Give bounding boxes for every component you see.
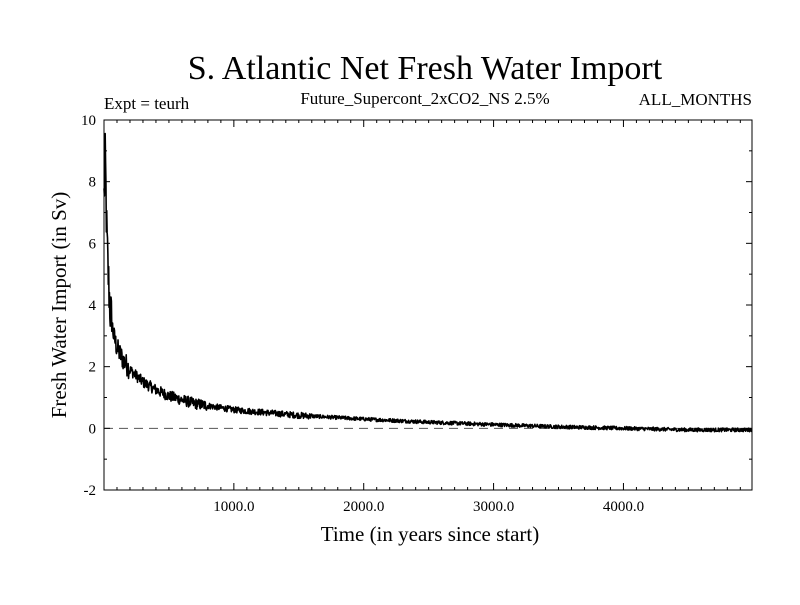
y-tick-label: 4 bbox=[89, 298, 97, 314]
expt-label: Expt = teurh bbox=[104, 94, 190, 113]
x-tick-label: 4000.0 bbox=[603, 499, 644, 515]
months-label: ALL_MONTHS bbox=[639, 90, 752, 109]
y-tick-label: 8 bbox=[89, 175, 97, 191]
plot-area: -2 0 2 4 6 8 10 1000.0 2000.0 3000.0 4000.0 bbox=[81, 113, 753, 515]
x-tick-label: 2000.0 bbox=[343, 499, 384, 515]
y-tick-label: 2 bbox=[89, 360, 97, 376]
x-axis-label: Time (in years since start) bbox=[321, 522, 540, 546]
experiment-name: Future_Supercont_2xCO2_NS 2.5% bbox=[300, 89, 549, 108]
plot-frame bbox=[103, 119, 753, 491]
y-tick-label: 0 bbox=[89, 421, 97, 437]
y-tick-label: 6 bbox=[89, 236, 97, 252]
y-tick-label: 10 bbox=[81, 113, 96, 129]
chart-title: S. Atlantic Net Fresh Water Import bbox=[188, 50, 663, 87]
fresh-water-import-series bbox=[103, 132, 753, 433]
x-tick-label: 1000.0 bbox=[213, 499, 254, 515]
x-tick-label: 3000.0 bbox=[473, 499, 514, 515]
y-tick-label: -2 bbox=[84, 483, 97, 499]
y-axis-label: Fresh Water Import (in Sv) bbox=[47, 192, 71, 419]
